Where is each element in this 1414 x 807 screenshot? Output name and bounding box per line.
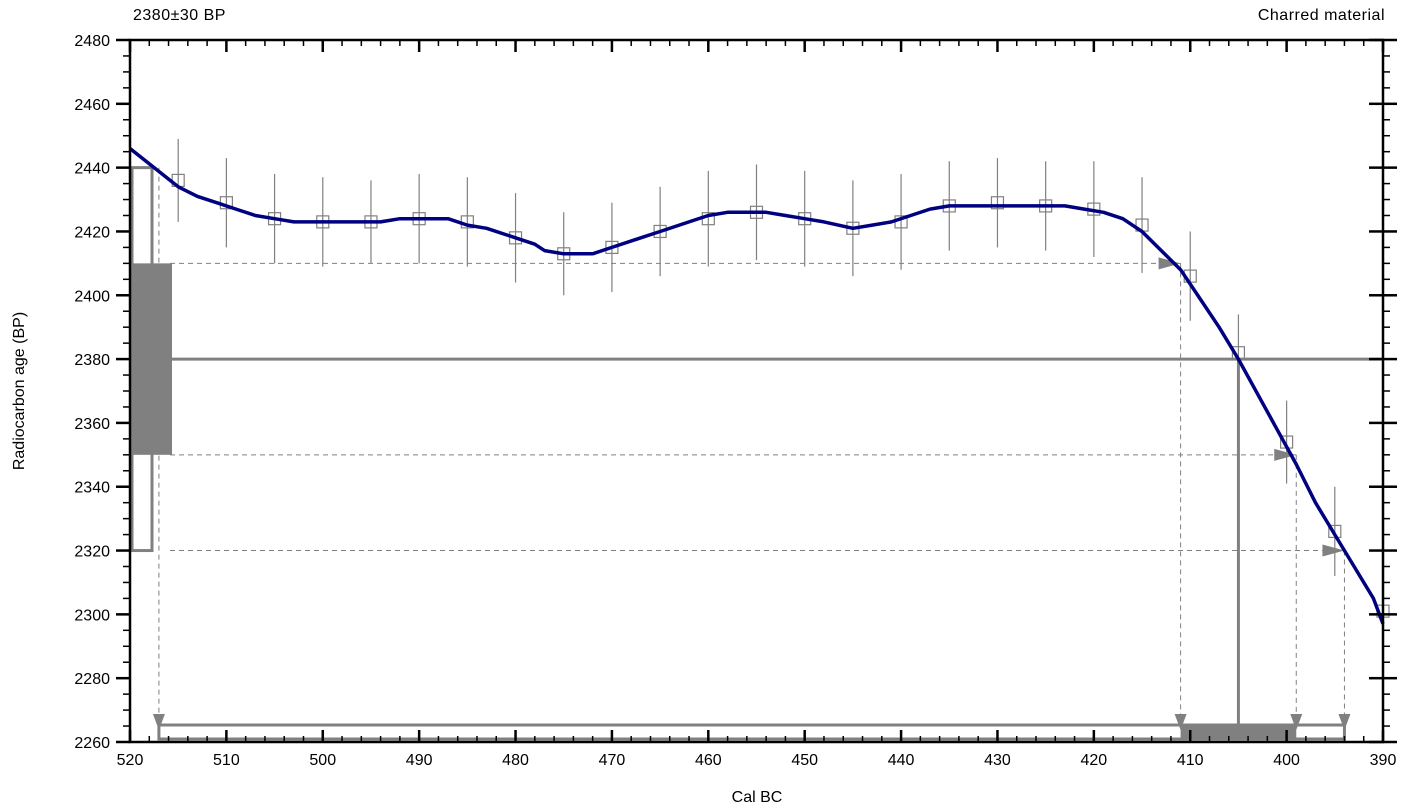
x-tick-label: 480 [502,752,529,769]
x-tick-label: 520 [117,752,144,769]
x-tick-label: 420 [1080,752,1107,769]
x-tick-label: 440 [888,752,915,769]
x-tick-label: 410 [1177,752,1204,769]
y-tick-label: 2300 [74,607,110,624]
two-sigma-cal-range [157,723,1346,741]
y-tick-label: 2460 [74,97,110,114]
data-point-marker [508,231,523,245]
x-axis-label: Cal BC [732,789,783,806]
material-label: Charred material [1257,7,1385,24]
y-tick-label: 2320 [74,544,110,561]
data-point-marker [605,240,619,255]
projection-lines [152,167,1351,730]
y-tick-label: 2440 [74,161,110,178]
y-tick-label: 2480 [74,33,110,50]
calibration-curve-group [128,147,1385,625]
y-tick-label: 2280 [74,671,110,688]
one-sigma-cal-range [1180,724,1297,740]
projection-arrow-right [1158,257,1181,270]
x-tick-label: 500 [309,752,336,769]
x-tick-label: 510 [213,752,240,769]
x-tick-label: 390 [1370,752,1397,769]
x-tick-label: 490 [406,752,433,769]
y-tick-label: 2260 [74,735,110,752]
projection-arrow-down [1338,714,1351,730]
projection-arrow-down [152,714,165,730]
sigma-ranges [130,166,1383,741]
projection-arrow-right [1274,448,1297,461]
projection-arrow-down [1290,714,1303,730]
x-tick-label: 460 [695,752,722,769]
y-tick-label: 2380 [74,352,110,369]
projection-arrow-down [1174,714,1187,730]
plot-frame [128,38,1385,744]
calibration-curve [128,147,1385,625]
data-point-marker [653,224,667,239]
y-tick-label: 2400 [74,288,110,305]
y-axis-label: Radiocarbon age (BP) [11,312,28,470]
x-tick-label: 470 [599,752,626,769]
y-tick-label: 2360 [74,416,110,433]
x-tick-label: 400 [1273,752,1300,769]
y-tick-label: 2340 [74,480,110,497]
data-point-marker [990,196,1005,210]
y-tick-label: 2420 [74,224,110,241]
x-tick-label: 430 [984,752,1011,769]
projection-arrow-right [1322,544,1345,557]
x-tick-label: 450 [791,752,818,769]
axes: 520 510 500 490 480 470 460 450 440 430 420 410 400 3… [74,33,1397,769]
measurement-label: 2380±30 BP [133,7,226,24]
